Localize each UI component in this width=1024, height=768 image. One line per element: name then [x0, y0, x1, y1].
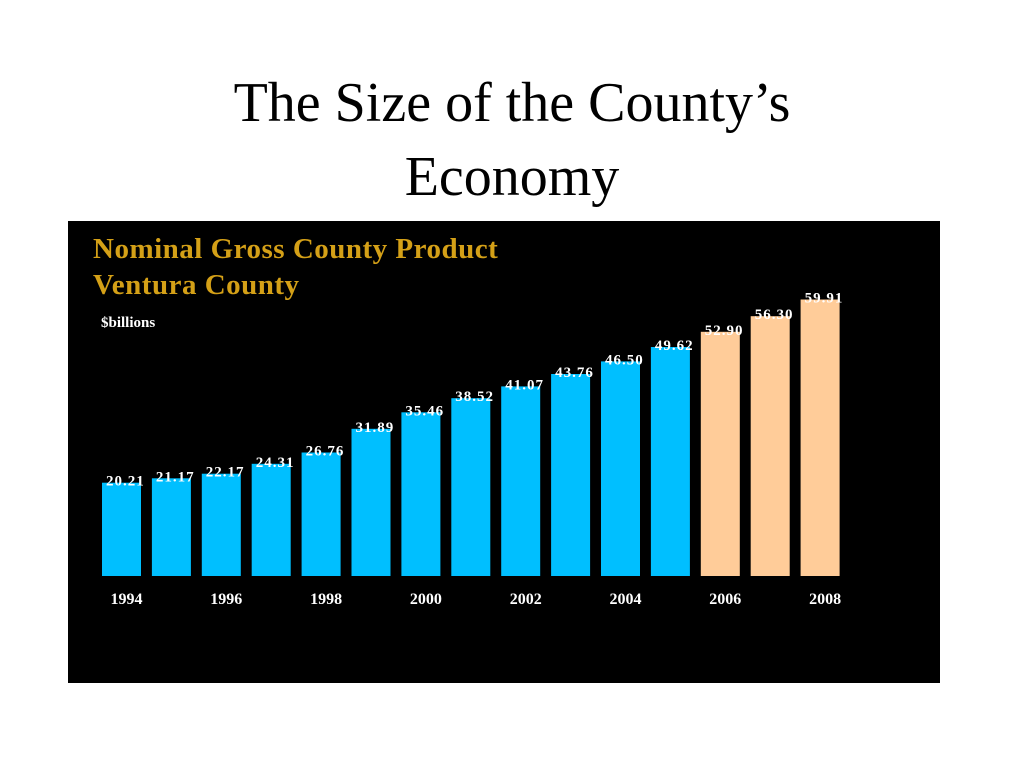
x-tick-label-2008: 2008	[809, 591, 841, 608]
value-label-2001: 38.52	[455, 389, 494, 405]
x-tick-label-2006: 2006	[709, 591, 741, 608]
bar-1994	[102, 482, 141, 576]
chart-title: Nominal Gross County Product Ventura Cou…	[93, 231, 498, 303]
value-label-1996: 22.17	[206, 465, 245, 481]
bar-1997	[251, 463, 291, 576]
bar-2006	[700, 331, 740, 576]
x-tick-label-1998: 1998	[310, 591, 342, 608]
chart-title-line-2: Ventura County	[93, 269, 300, 301]
bar-1999	[351, 428, 391, 576]
bar-1998	[301, 452, 341, 576]
value-label-1999: 31.89	[356, 420, 395, 436]
bar-2005	[650, 347, 690, 576]
bar-2008	[800, 299, 840, 576]
chart-units-label: $billions	[101, 315, 156, 331]
value-label-1994: 20.21	[106, 474, 145, 490]
value-label-2005: 49.62	[655, 338, 694, 354]
bar-2003	[551, 374, 591, 576]
value-label-2006: 52.90	[705, 323, 744, 339]
slide-title-line-2: Economy	[404, 146, 620, 208]
bar-2004	[601, 361, 640, 576]
x-tick-label-2000: 2000	[410, 591, 442, 608]
bar-2007	[750, 316, 790, 576]
bar-2001	[451, 398, 491, 576]
value-label-2007: 56.30	[755, 307, 794, 323]
value-label-2000: 35.46	[405, 403, 444, 419]
bar-1995	[151, 478, 191, 576]
chart-title-line-1: Nominal Gross County Product	[93, 233, 499, 265]
chart-panel: Nominal Gross County Product Ventura Cou…	[68, 221, 940, 683]
value-label-2004: 46.50	[605, 352, 644, 368]
value-label-1997: 24.31	[256, 455, 295, 471]
slide-title-line-1: The Size of the County’s	[233, 72, 791, 134]
value-label-2003: 43.76	[555, 365, 594, 381]
value-label-2002: 41.07	[505, 377, 544, 393]
bar-chart: 20.21 21.17 22.17 24.31 26.76 31.89 35.46 38.52…	[102, 291, 844, 608]
x-tick-label-1996: 1996	[210, 591, 242, 608]
value-label-2008: 59.91	[805, 291, 844, 307]
x-tick-label-2002: 2002	[510, 591, 542, 608]
x-tick-label-1994: 1994	[111, 591, 143, 608]
bar-2002	[501, 386, 541, 576]
value-label-1995: 21.17	[156, 469, 195, 485]
value-label-1998: 26.76	[306, 444, 345, 460]
x-tick-label-2004: 2004	[610, 591, 642, 608]
bar-1996	[201, 473, 241, 576]
slide-title: The Size of the County’s Economy	[0, 66, 1024, 214]
bar-2000	[401, 412, 441, 576]
